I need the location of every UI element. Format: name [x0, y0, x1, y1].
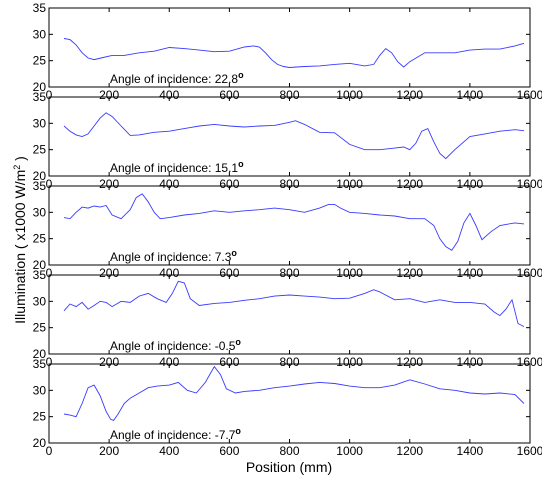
panel-2: 0 200 400 600 800 1000 1200 1400 1600 20 25 30 35 Ang…	[33, 90, 542, 191]
angle-annotation: Angle of incidence: -0.5o	[110, 337, 241, 353]
y-axis-label-unit-close: )	[12, 156, 28, 165]
illumination-series-line	[63, 193, 525, 251]
x-tick-label: 400	[159, 444, 179, 458]
x-tick-label: 600	[219, 355, 239, 369]
x-tick-label: 1200	[396, 444, 423, 458]
angle-annotation: Angle of incidence: -7.7o	[110, 426, 241, 442]
angle-annotation-text: Angle of incidence: -0.5	[110, 339, 236, 353]
x-tick-label: 0	[46, 88, 53, 102]
y-tick-label: 35	[33, 268, 47, 282]
y-tick-label: 20	[33, 169, 47, 183]
y-axis-label: Illumination ( x1000 W/m2 )	[12, 156, 28, 324]
x-tick-label: 0	[46, 444, 53, 458]
x-axis-label: Position (mm)	[246, 459, 332, 475]
y-tick-label: 25	[33, 321, 47, 335]
y-tick-label: 25	[33, 410, 47, 424]
panel-5: 0 200 400 600 800 1000 1200 1400 1600 20 25 30 35 Ang…	[33, 357, 542, 458]
angle-annotation: Angle of incidence: 15.1o	[110, 159, 244, 175]
panel-3: 0 200 400 600 800 1000 1200 1400 1600 20 25 30 35 Ang…	[33, 179, 542, 280]
x-tick-label: 200	[99, 444, 119, 458]
x-tick-label: 600	[219, 266, 239, 280]
illumination-series-line	[63, 112, 525, 160]
y-tick-label: 35	[33, 1, 47, 15]
x-tick-label: 800	[279, 444, 299, 458]
y-axis-label-unit: ( x1000 W/m	[12, 170, 28, 249]
y-tick-label: 20	[33, 258, 47, 272]
x-tick-label: 1000	[336, 444, 363, 458]
x-tick-label: 1200	[396, 88, 423, 102]
x-tick-label: 400	[159, 177, 179, 191]
y-tick-label: 20	[33, 436, 47, 450]
panel-4: 0 200 400 600 800 1000 1200 1400 1600 20 25 30 35 Ang…	[33, 268, 542, 369]
x-tick-label: 0	[46, 177, 53, 191]
x-tick-label: 200	[99, 88, 119, 102]
x-tick-label: 200	[99, 355, 119, 369]
x-tick-label: 1400	[457, 444, 484, 458]
y-tick-label: 30	[33, 116, 47, 130]
x-tick-label: 1400	[457, 177, 484, 191]
y-tick-label: 25	[33, 54, 47, 68]
x-tick-label: 1200	[396, 177, 423, 191]
x-tick-label: 400	[159, 266, 179, 280]
x-tick-label: 1600	[517, 444, 542, 458]
y-axis-label-main: Illumination	[12, 253, 28, 324]
x-tick-label: 800	[279, 355, 299, 369]
x-tick-label: 1400	[457, 266, 484, 280]
y-tick-label: 20	[33, 80, 47, 94]
x-tick-label: 1000	[336, 88, 363, 102]
x-tick-label: 1600	[517, 266, 542, 280]
x-tick-label: 400	[159, 88, 179, 102]
degree-mark: o	[238, 70, 244, 80]
x-tick-label: 0	[46, 355, 53, 369]
x-tick-label: 600	[219, 444, 239, 458]
angle-annotation-text: Angle of incidence: 22.8	[110, 72, 238, 86]
angle-annotation: Angle of incidence: 22.8o	[110, 70, 244, 86]
angle-annotation-text: Angle of incidence: 7.3	[110, 250, 232, 264]
chart-panels: 0 200 400 600 800 1000 1200 1400 160020253035Ang…	[33, 1, 542, 458]
x-tick-label: 800	[279, 177, 299, 191]
x-tick-label: 1000	[336, 266, 363, 280]
y-tick-label: 30	[33, 383, 47, 397]
x-tick-label: 1200	[396, 266, 423, 280]
angle-annotation: Angle of incidence: 7.3o	[110, 248, 237, 264]
x-tick-label: 600	[219, 88, 239, 102]
y-tick-label: 25	[33, 232, 47, 246]
angle-annotation-text: Angle of incidence: -7.7	[110, 428, 236, 442]
degree-mark: o	[235, 337, 241, 347]
illumination-series-line	[63, 38, 525, 68]
illumination-series-line	[63, 280, 525, 327]
y-tick-label: 35	[33, 179, 47, 193]
y-tick-label: 20	[33, 347, 47, 361]
y-tick-label: 35	[33, 90, 47, 104]
x-tick-label: 1200	[396, 355, 423, 369]
x-tick-label: 400	[159, 355, 179, 369]
panel-1: 0 200 400 600 800 1000 1200 1400 1600 20 25 30 35 Ang…	[33, 1, 542, 102]
x-tick-label: 600	[219, 177, 239, 191]
x-tick-label: 1600	[517, 177, 542, 191]
y-axis-label-unit-exponent: 2	[12, 165, 22, 170]
illumination-series-line	[63, 365, 525, 421]
y-tick-label: 30	[33, 294, 47, 308]
degree-mark: o	[235, 426, 241, 436]
x-tick-label: 1600	[517, 88, 542, 102]
x-tick-label: 200	[99, 177, 119, 191]
x-tick-label: 1400	[457, 355, 484, 369]
degree-mark: o	[231, 248, 237, 258]
x-tick-label: 1600	[517, 355, 542, 369]
x-tick-label: 0	[46, 266, 53, 280]
y-tick-label: 25	[33, 143, 47, 157]
x-tick-label: 800	[279, 88, 299, 102]
y-tick-label: 30	[33, 27, 47, 41]
x-tick-label: 1000	[336, 177, 363, 191]
x-tick-label: 200	[99, 266, 119, 280]
y-tick-label: 35	[33, 357, 47, 371]
x-tick-label: 1000	[336, 355, 363, 369]
angle-annotation-text: Angle of incidence: 15.1	[110, 161, 238, 175]
x-tick-label: 1400	[457, 88, 484, 102]
x-tick-label: 800	[279, 266, 299, 280]
y-tick-label: 30	[33, 205, 47, 219]
degree-mark: o	[238, 159, 244, 169]
